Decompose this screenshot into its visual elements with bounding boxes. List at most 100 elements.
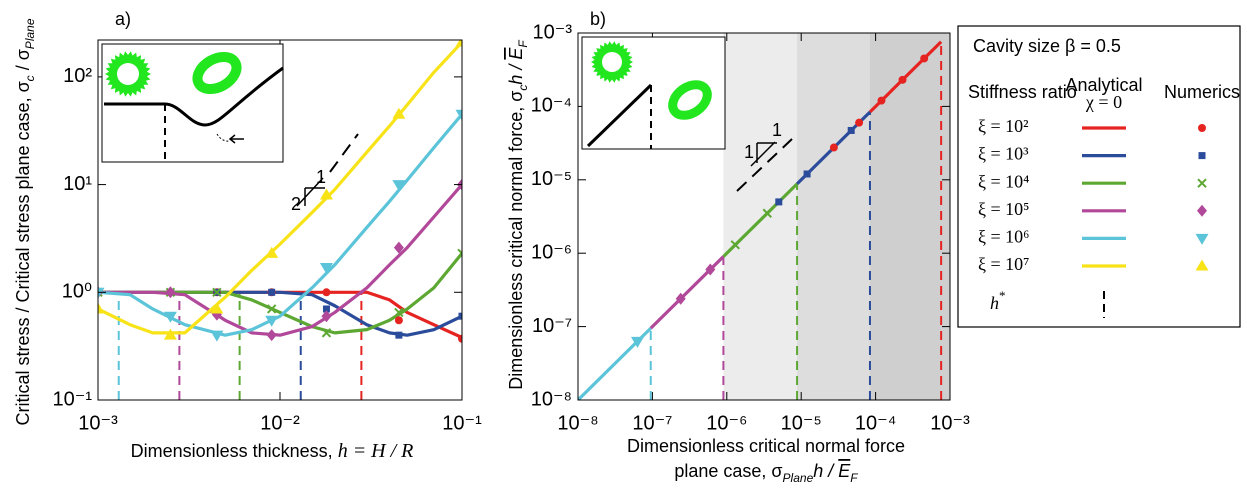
numeric-point [266,304,277,314]
x-axis-label: Dimensionless thickness, h = H / R [131,440,414,462]
legend-label: ξ = 10⁶ [978,227,1029,247]
numeric-point [877,96,886,105]
legend-label: ξ = 10⁷ [978,254,1029,274]
numeric-point [775,198,783,206]
axes-frame [97,39,463,401]
numeric-point [457,248,462,259]
y-axis-label-sub: c [516,85,530,91]
shaded-region [869,33,950,400]
ellipse-ring [192,51,242,95]
y-axis-label-text: Dimensionless critical normal force, σ [506,91,526,390]
legend: Cavity size β = 0.5 Stiffness ratio Anal… [957,25,1241,328]
y-tick-label: 10² [63,65,92,87]
numeric-point [394,316,403,325]
numeric-point [212,287,222,298]
y-axis-label-text: / σ [13,49,33,75]
numeric-point [393,241,404,254]
slope-label: 1 [744,142,754,162]
x-tick-label: 10⁻⁷ [632,412,672,434]
inset-curve [104,66,284,127]
numeric-point [165,286,176,299]
slope-label: 2 [291,194,301,214]
numeric-point [455,40,462,47]
ellipse-ring [668,80,712,120]
slope-triangle [296,177,325,207]
y-tick-label: 10⁻¹ [53,388,93,410]
x-axis-label: Dimensionless critical normal force [627,436,905,456]
numeric-point [163,328,177,340]
legend-header: Stiffness ratio [968,82,1077,102]
numeric-point [847,126,855,134]
slope-guide [329,133,359,173]
x-axis-label-sub: F [850,471,858,485]
axes-frame [577,32,951,401]
legend-label: ξ = 10² [978,116,1029,136]
inset-curve [586,83,653,148]
y-axis-label: Critical stress / Critical stress plane … [13,18,37,425]
gear-hole [117,63,139,85]
legend-hstar-sup: * [999,288,1006,303]
numeric-point [395,331,403,339]
x-tick-label: 10⁻³ [78,412,118,434]
numeric-point [458,312,462,320]
numeric-point [705,263,716,276]
x-tick-label: 10⁻² [260,412,300,434]
numeric-point [675,292,686,305]
legend-marker [1195,259,1209,271]
numeric-point [265,315,279,327]
analytical-line [98,113,462,337]
gear-hole [602,52,622,72]
numeric-point [98,302,105,314]
legend-title: Cavity size β = 0.5 [973,36,1121,56]
x-axis-label: plane case, σPlaneh / EF [674,461,858,485]
numeric-point [392,107,406,119]
slope-triangle [750,141,777,167]
x-tick-label: 10⁻³ [930,412,970,434]
numeric-point [730,240,740,250]
numeric-point [319,262,333,274]
numeric-point [210,302,224,314]
x-tick-label: 10⁻⁶ [706,412,747,434]
numeric-point [392,180,406,192]
numeric-point [898,75,907,84]
y-axis-label-sub: c [23,75,37,81]
numeric-point [855,118,864,127]
x-tick-label: 10⁻⁵ [781,412,822,434]
legend-marker [1198,152,1206,160]
x-tick-label: 10⁻⁴ [855,412,896,434]
x-axis-label-text: plane case, σ [674,461,782,481]
numeric-point [268,288,276,296]
legend-marker [1197,178,1207,188]
panel-label: b) [590,9,606,29]
numeric-point [98,287,105,299]
analytical-line [98,183,462,337]
plot-area-b [578,33,950,400]
slope-label: 1 [772,120,782,140]
legend-header: χ = 0 [1085,92,1122,112]
numeric-point [210,330,224,342]
plot-area-a [98,40,462,400]
numeric-point [322,288,331,297]
y-tick-label: 10⁻⁶ [531,241,572,263]
legend-frame [957,25,1241,328]
y-tick-label: 10¹ [63,173,92,195]
legend-header: Numerics [1164,82,1240,102]
x-axis-label-symbol: E [838,461,851,481]
legend-label: ξ = 10³ [978,144,1029,164]
x-axis-label-symbol: h = H / R [338,440,414,462]
numeric-point [920,54,929,63]
y-tick-label: 10⁻⁵ [531,168,572,190]
x-axis-label-text: Dimensionless thickness, [131,441,338,461]
numeric-point [319,188,333,200]
legend-marker [1195,233,1209,245]
y-axis-label-text: h / [506,60,526,85]
slope-guide [736,138,793,192]
slope-label: 1 [316,167,326,187]
analytical-line [98,41,462,335]
numeric-point [630,336,644,348]
numeric-point [321,328,332,338]
y-tick-label: 10⁻⁴ [531,95,572,117]
numeric-point [803,170,811,178]
x-tick-label: 10⁻⁸ [557,412,598,434]
